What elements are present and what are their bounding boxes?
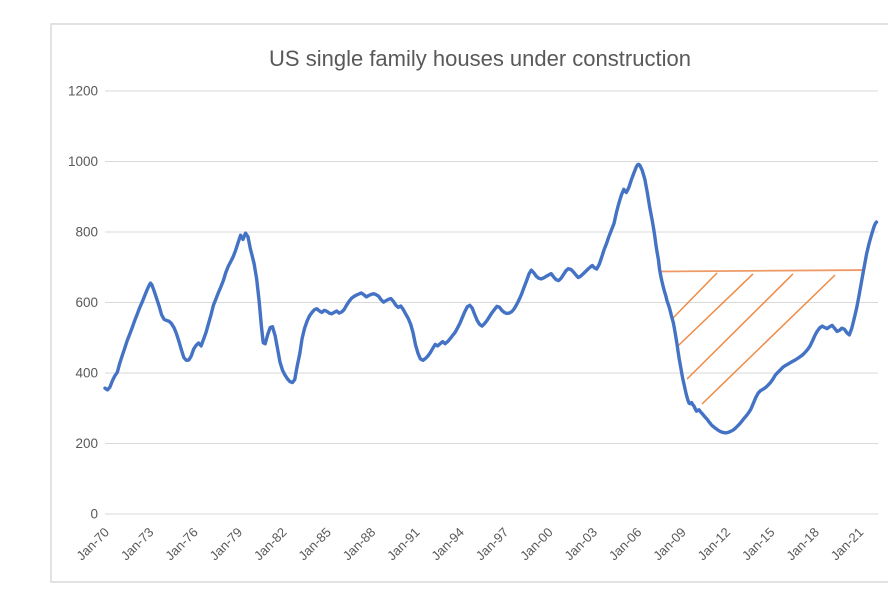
y-tick-label: 1000 [68, 154, 98, 169]
hatch-line [677, 273, 754, 347]
y-tick-label: 400 [75, 366, 98, 381]
chart-title: US single family houses under constructi… [269, 46, 691, 71]
y-tick-label: 1200 [68, 84, 98, 99]
chart: 0 200 400 600 800 1000 1200 Jan-70 Jan-73 Jan-76… [40, 16, 888, 593]
series-line [103, 162, 879, 435]
hatch-line [701, 274, 836, 405]
y-axis-labels: 0 200 400 600 800 1000 1200 [68, 84, 98, 522]
gridlines [105, 90, 878, 515]
shortfall-level-line [658, 269, 863, 273]
y-tick-label: 800 [75, 225, 98, 240]
y-tick-label: 0 [90, 507, 98, 522]
shortfall-hatch-annotation [658, 269, 863, 405]
hatch-line [686, 273, 794, 380]
y-tick-label: 600 [75, 295, 98, 310]
hatch-line [672, 272, 718, 319]
y-tick-label: 200 [75, 436, 98, 451]
